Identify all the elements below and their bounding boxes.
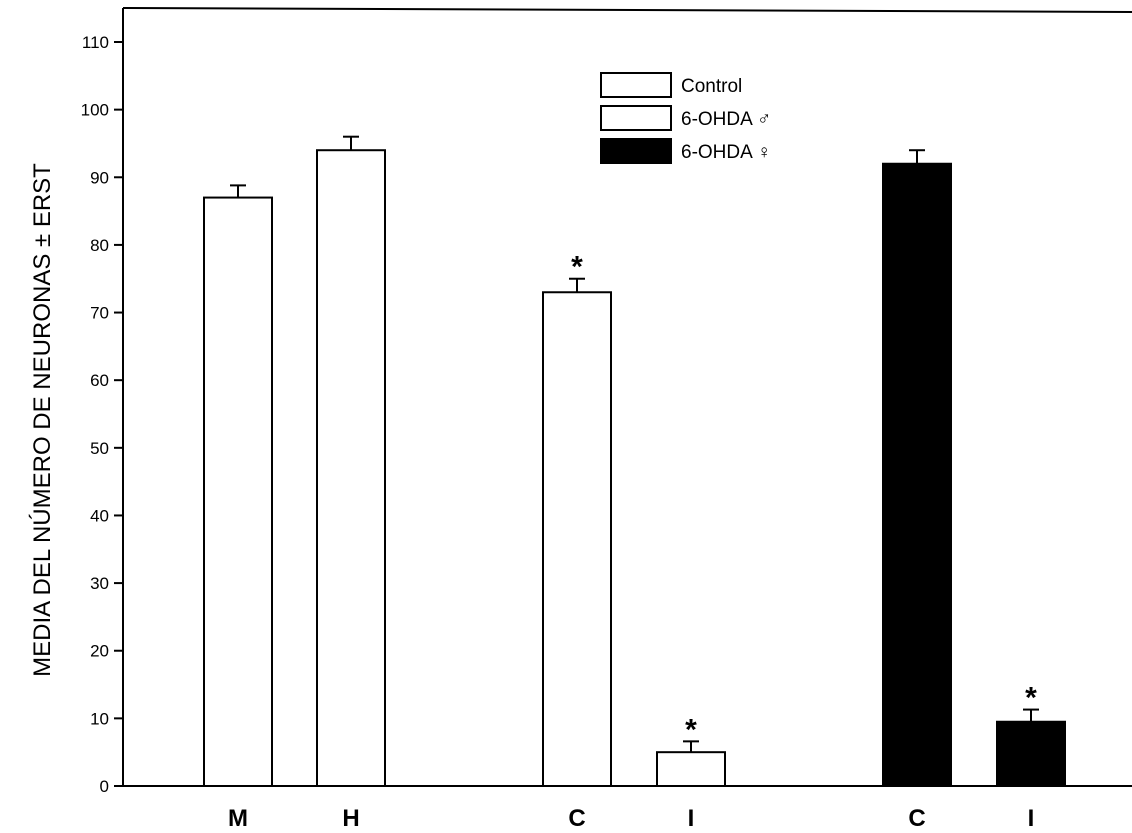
legend-swatch (600, 138, 672, 164)
x-category-label: C (908, 805, 925, 832)
bar-m-0 (203, 196, 273, 787)
y-tick-label: 60 (90, 371, 109, 390)
legend-label: Control (681, 76, 742, 97)
significance-marker: * (571, 251, 583, 284)
y-tick-label: 80 (90, 236, 109, 255)
bar-i-3 (656, 751, 726, 788)
y-tick-label: 100 (81, 101, 109, 120)
y-tick-label: 30 (90, 574, 109, 593)
y-tick-label: 110 (82, 33, 109, 52)
legend-swatch (600, 105, 672, 131)
bar-c-2 (542, 291, 612, 787)
x-category-label: I (1028, 805, 1035, 832)
significance-marker: * (685, 713, 697, 746)
legend: Control 6-OHDA ♂ 6-OHDA ♀ (600, 72, 771, 164)
legend-label: 6-OHDA ♂ (681, 109, 771, 130)
y-tick-label: 70 (90, 304, 109, 323)
bar-h-1 (316, 149, 386, 787)
bar-i-5 (996, 720, 1066, 788)
top-border-line (122, 7, 1132, 13)
y-tick-label: 50 (90, 439, 109, 458)
y-tick-label: 90 (90, 168, 109, 187)
x-category-label: H (342, 805, 359, 832)
y-tick-label: 10 (90, 709, 109, 728)
plot-frame (122, 7, 1132, 787)
x-category-label: C (568, 805, 585, 832)
y-tick-label: 40 (90, 506, 109, 525)
legend-label: 6-OHDA ♀ (681, 142, 771, 163)
y-tick-label: 0 (100, 777, 109, 796)
legend-swatch (600, 72, 672, 98)
bars-group: * * * (203, 135, 1066, 788)
x-category-label: I (688, 805, 695, 832)
y-axis-title: MEDIA DEL NÚMERO DE NEURONAS ± ERST (29, 163, 56, 677)
significance-marker: * (1025, 682, 1037, 715)
bar-c-4 (882, 162, 952, 787)
y-axis: 0 10 20 30 40 50 60 70 80 90 100 110 (81, 33, 123, 796)
y-tick-label: 20 (90, 642, 109, 661)
x-category-label: M (228, 805, 248, 832)
